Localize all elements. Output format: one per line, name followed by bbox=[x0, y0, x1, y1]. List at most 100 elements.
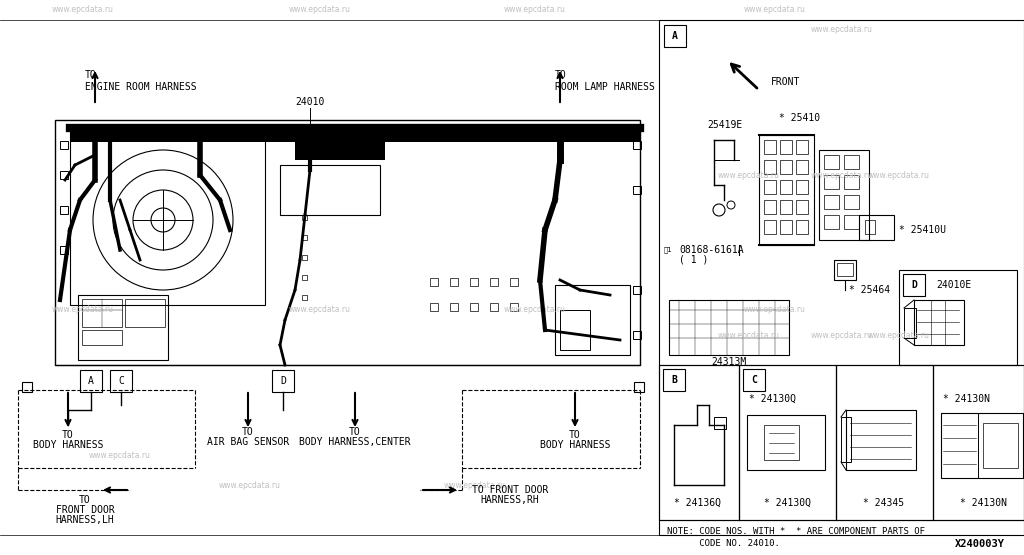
Bar bbox=[470, 278, 478, 286]
Text: D: D bbox=[280, 376, 286, 386]
Text: * 24130Q: * 24130Q bbox=[764, 498, 811, 508]
Text: www.epcdata.ru: www.epcdata.ru bbox=[504, 6, 566, 14]
Text: www.epcdata.ru: www.epcdata.ru bbox=[811, 330, 873, 340]
Text: www.epcdata.ru: www.epcdata.ru bbox=[444, 481, 506, 490]
Bar bbox=[430, 303, 438, 311]
Bar bbox=[780, 200, 792, 214]
Bar bbox=[836, 365, 933, 520]
Text: TO: TO bbox=[242, 427, 254, 437]
Text: www.epcdata.ru: www.epcdata.ru bbox=[868, 330, 930, 340]
Text: BODY HARNESS: BODY HARNESS bbox=[33, 440, 103, 450]
Text: www.epcdata.ru: www.epcdata.ru bbox=[744, 305, 806, 315]
Bar bbox=[941, 413, 1023, 478]
Text: www.epcdata.ru: www.epcdata.ru bbox=[289, 305, 351, 315]
Bar bbox=[844, 155, 859, 169]
Text: www.epcdata.ru: www.epcdata.ru bbox=[219, 481, 281, 490]
Bar bbox=[764, 220, 776, 234]
Bar bbox=[490, 278, 498, 286]
Text: TO: TO bbox=[79, 495, 91, 505]
Bar bbox=[430, 278, 438, 286]
Text: CODE NO. 24010.: CODE NO. 24010. bbox=[667, 539, 780, 548]
Text: B: B bbox=[671, 375, 677, 385]
Text: www.epcdata.ru: www.epcdata.ru bbox=[744, 6, 806, 14]
Bar bbox=[633, 331, 641, 339]
Bar bbox=[824, 155, 839, 169]
Bar bbox=[82, 299, 122, 327]
Text: www.epcdata.ru: www.epcdata.ru bbox=[718, 330, 780, 340]
Bar bbox=[634, 382, 644, 392]
Bar bbox=[80, 370, 102, 392]
Bar bbox=[796, 180, 808, 194]
Bar bbox=[60, 246, 68, 254]
Text: * 24130N: * 24130N bbox=[943, 394, 990, 404]
Text: www.epcdata.ru: www.epcdata.ru bbox=[504, 305, 566, 315]
Text: www.epcdata.ru: www.epcdata.ru bbox=[89, 451, 151, 460]
Bar bbox=[764, 200, 776, 214]
Bar bbox=[837, 263, 853, 276]
Bar bbox=[78, 295, 168, 360]
Text: 25419E: 25419E bbox=[707, 120, 742, 130]
Bar bbox=[764, 140, 776, 154]
Bar bbox=[983, 423, 1018, 468]
Text: X240003Y: X240003Y bbox=[955, 539, 1005, 549]
Text: BODY HARNESS: BODY HARNESS bbox=[540, 440, 610, 450]
Bar bbox=[903, 274, 925, 296]
Bar bbox=[60, 141, 68, 149]
Bar bbox=[82, 330, 122, 345]
Bar bbox=[865, 220, 874, 234]
Bar bbox=[859, 215, 894, 240]
Text: 24313M: 24313M bbox=[712, 357, 746, 367]
Text: www.epcdata.ru: www.epcdata.ru bbox=[52, 305, 114, 315]
Text: TO: TO bbox=[85, 70, 96, 80]
Bar bbox=[60, 171, 68, 179]
Text: NOTE: CODE NOS. WITH *  * ARE COMPONENT PARTS OF: NOTE: CODE NOS. WITH * * ARE COMPONENT P… bbox=[667, 527, 925, 537]
Bar bbox=[470, 303, 478, 311]
Bar bbox=[819, 150, 869, 240]
Bar bbox=[272, 370, 294, 392]
Text: TO: TO bbox=[349, 427, 360, 437]
Bar bbox=[302, 275, 307, 280]
Text: ⑂1: ⑂1 bbox=[664, 246, 673, 253]
Bar bbox=[280, 165, 380, 215]
Bar bbox=[110, 370, 132, 392]
Bar bbox=[796, 200, 808, 214]
Bar bbox=[55, 120, 640, 365]
Text: HARNESS,LH: HARNESS,LH bbox=[55, 515, 115, 525]
Bar bbox=[70, 127, 640, 142]
Text: * 25464: * 25464 bbox=[849, 285, 890, 295]
Bar bbox=[450, 303, 458, 311]
Bar bbox=[450, 278, 458, 286]
Text: * 24345: * 24345 bbox=[863, 498, 904, 508]
Text: 24010E: 24010E bbox=[936, 280, 972, 290]
Text: www.epcdata.ru: www.epcdata.ru bbox=[289, 6, 351, 14]
Text: * 24130N: * 24130N bbox=[959, 498, 1007, 508]
Bar bbox=[796, 140, 808, 154]
Text: C: C bbox=[118, 376, 124, 386]
Bar bbox=[510, 303, 518, 311]
Bar bbox=[933, 365, 1024, 520]
Bar bbox=[780, 140, 792, 154]
Bar bbox=[22, 382, 32, 392]
Text: * 24136Q: * 24136Q bbox=[674, 498, 721, 508]
Bar bbox=[844, 195, 859, 209]
Bar bbox=[739, 365, 836, 520]
Bar bbox=[659, 20, 1024, 535]
Text: TO: TO bbox=[569, 430, 581, 440]
Text: A: A bbox=[672, 31, 678, 41]
Bar bbox=[633, 186, 641, 194]
Text: ROOM LAMP HARNESS: ROOM LAMP HARNESS bbox=[555, 82, 655, 92]
Text: ( 1 ): ( 1 ) bbox=[679, 255, 709, 265]
Text: FRONT: FRONT bbox=[771, 77, 801, 87]
Bar bbox=[302, 215, 307, 220]
Bar bbox=[669, 300, 790, 355]
Text: * 24130Q: * 24130Q bbox=[749, 394, 796, 404]
Bar bbox=[302, 235, 307, 240]
Bar bbox=[844, 215, 859, 229]
Bar bbox=[659, 365, 739, 520]
Bar bbox=[490, 303, 498, 311]
Bar bbox=[780, 160, 792, 174]
Bar bbox=[510, 278, 518, 286]
Text: C: C bbox=[751, 375, 757, 385]
Bar bbox=[664, 25, 686, 47]
Bar bbox=[796, 160, 808, 174]
